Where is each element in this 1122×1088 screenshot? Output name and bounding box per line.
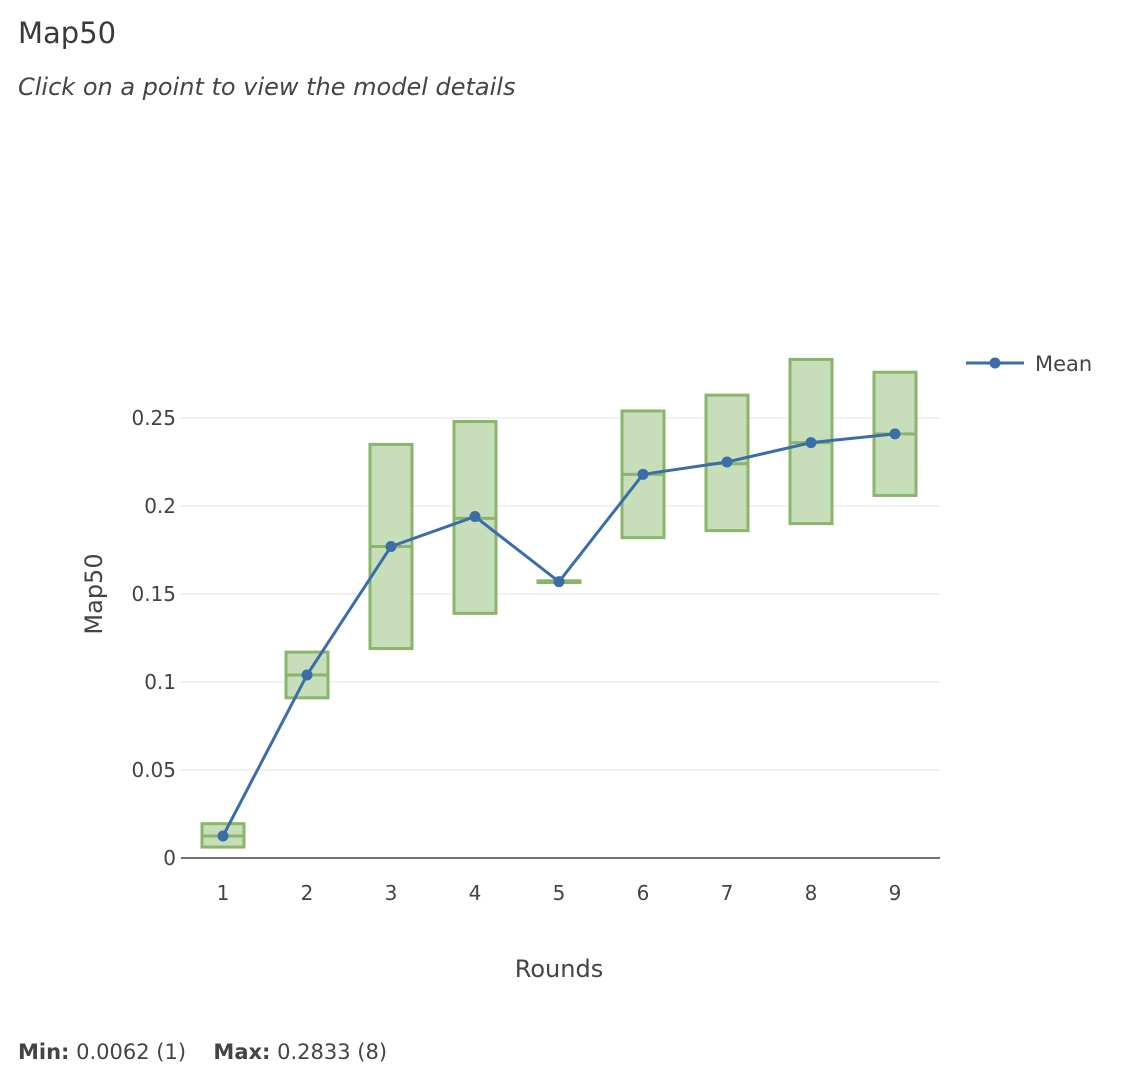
x-tick-label: 4 (469, 881, 482, 905)
x-tick-label: 2 (301, 881, 314, 905)
legend-marker (989, 357, 1001, 369)
mean-point[interactable] (637, 468, 649, 480)
mean-point[interactable] (553, 576, 565, 588)
x-tick-label: 8 (805, 881, 818, 905)
max-value: 0.2833 (8) (277, 1040, 388, 1064)
max-label: Max: (213, 1040, 271, 1064)
mean-point[interactable] (217, 830, 229, 842)
mean-point[interactable] (805, 437, 817, 449)
y-tick-label: 0.25 (131, 406, 176, 430)
mean-point[interactable] (889, 428, 901, 440)
x-tick-label: 1 (217, 881, 230, 905)
y-tick-label: 0.15 (131, 582, 176, 606)
mean-point[interactable] (469, 511, 481, 523)
y-tick-label: 0 (163, 846, 176, 870)
y-axis-title: Map50 (80, 553, 108, 634)
legend-label-mean: Mean (1035, 352, 1092, 376)
mean-point[interactable] (301, 669, 313, 681)
mean-point[interactable] (721, 456, 733, 468)
x-axis-title: Rounds (515, 955, 603, 983)
x-tick-label: 9 (889, 881, 902, 905)
x-tick-label: 6 (637, 881, 650, 905)
y-tick-label: 0.05 (131, 758, 176, 782)
y-tick-label: 0.2 (144, 494, 176, 518)
map50-chart[interactable]: 00.050.10.150.20.251 2 3 4 5 6 7 8 9RoundsMap50 … (0, 0, 1122, 1030)
x-tick-label: 3 (385, 881, 398, 905)
chart-subtitle: Click on a point to view the model detai… (18, 73, 516, 101)
mean-series (217, 428, 901, 842)
min-value: 0.0062 (1) (76, 1040, 187, 1064)
axes: 0 0.05 0.1 0.15 0.2 0.25 1 2 3 4 5 6 7 8 9 Rounds Map50 (80, 406, 940, 983)
mean-point[interactable] (385, 540, 397, 552)
y-tick-label: 0.1 (144, 670, 176, 694)
legend: Mean (966, 352, 1092, 376)
min-max-summary: Min: 0.0062 (1) Max: 0.2833 (8) (18, 1040, 387, 1064)
range-boxes (200, 357, 918, 849)
min-label: Min: (18, 1040, 70, 1064)
chart-title: Map50 (18, 16, 117, 50)
x-tick-label: 5 (553, 881, 566, 905)
x-tick-label: 7 (721, 881, 734, 905)
